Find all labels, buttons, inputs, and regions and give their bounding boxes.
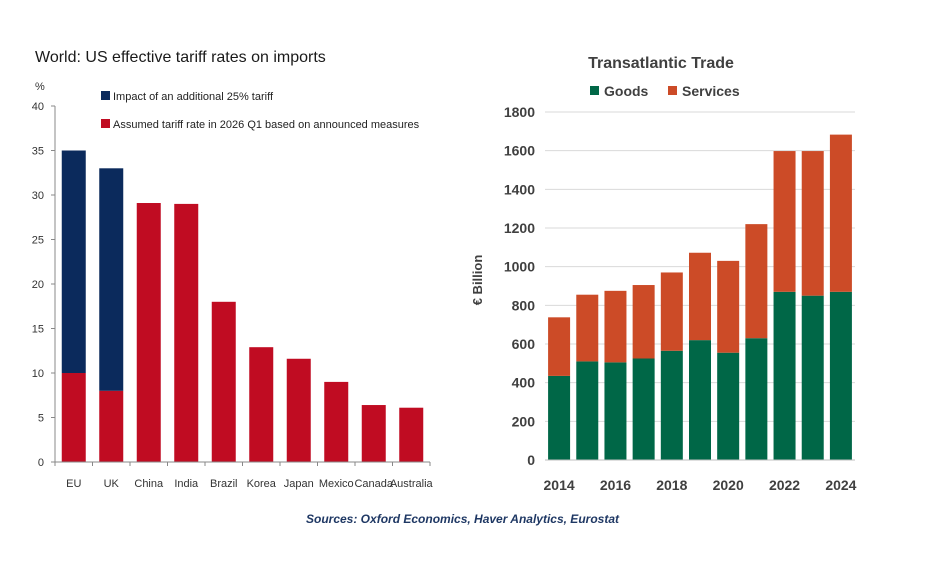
trade-bar-segment bbox=[829, 291, 852, 460]
tariff-x-tick-label: Mexico bbox=[319, 478, 354, 490]
tariff-y-tick-label: 30 bbox=[32, 190, 44, 202]
tariff-bar-segment bbox=[174, 203, 199, 462]
tariff-x-tick-label: Brazil bbox=[210, 478, 238, 490]
trade-y-tick-label: 1200 bbox=[504, 220, 535, 236]
tariff-bar-segment bbox=[249, 347, 274, 462]
tariff-x-tick-label: Canada bbox=[354, 478, 393, 490]
trade-bar-segment bbox=[660, 272, 683, 351]
tariff-x-tick-label: China bbox=[134, 478, 164, 490]
tariff-x-tick-label: EU bbox=[66, 478, 81, 490]
tariff-x-tick-label: Australia bbox=[390, 478, 434, 490]
tariff-bar-segment bbox=[99, 390, 124, 462]
tariff-y-tick-label: 0 bbox=[38, 457, 44, 469]
trade-bar-segment bbox=[717, 352, 740, 460]
trade-bar-segment bbox=[689, 340, 711, 460]
trade-legend-swatch bbox=[590, 86, 599, 95]
tariff-y-tick-label: 20 bbox=[32, 279, 44, 291]
transatlantic-chart: Transatlantic Trade € Billion 0 200 400 600… bbox=[470, 55, 857, 493]
sources-note: Sources: Oxford Economics, Haver Analyti… bbox=[306, 512, 619, 526]
trade-legend-swatch bbox=[668, 86, 677, 95]
tariff-bar-segment bbox=[61, 373, 86, 462]
tariff-bar-segment bbox=[61, 150, 86, 373]
trade-x-tick-label: 2014 bbox=[544, 477, 575, 493]
trade-bar-segment bbox=[745, 224, 768, 339]
trade-bar-segment bbox=[801, 295, 824, 460]
trade-y-tick-label: 0 bbox=[527, 452, 535, 468]
trade-bar-segment bbox=[717, 260, 740, 353]
tariff-x-tick-label: India bbox=[174, 478, 199, 490]
trade-bar-segment bbox=[660, 350, 683, 460]
trade-legend-label: Services bbox=[682, 83, 740, 99]
tariff-chart-title: World: US effective tariff rates on impo… bbox=[35, 49, 326, 66]
trade-bar-segment bbox=[632, 285, 655, 359]
tariff-y-tick-label: 25 bbox=[32, 235, 44, 247]
tariff-y-tick-label: 40 bbox=[32, 101, 44, 113]
tariff-y-tick-label: 35 bbox=[32, 146, 44, 158]
transatlantic-y-axis-label: € Billion bbox=[470, 255, 485, 306]
trade-y-tick-label: 1000 bbox=[504, 259, 535, 275]
trade-bar-segment bbox=[604, 290, 627, 363]
tariff-legend-label: Impact of an additional 25% tariff bbox=[113, 91, 274, 103]
trade-bar-segment bbox=[801, 151, 824, 296]
trade-bar-segment bbox=[745, 338, 768, 460]
tariff-bar-segment bbox=[136, 203, 161, 462]
tariff-bar-segment bbox=[211, 301, 236, 462]
tariff-legend-swatch bbox=[101, 119, 110, 128]
tariff-y-axis-label: % bbox=[35, 81, 45, 93]
trade-x-tick-label: 2020 bbox=[713, 477, 744, 493]
tariff-legend-swatch bbox=[101, 91, 110, 100]
tariff-chart: World: US effective tariff rates on impo… bbox=[32, 49, 434, 490]
trade-x-tick-label: 2016 bbox=[600, 477, 631, 493]
tariff-bar-segment bbox=[361, 405, 386, 462]
trade-y-tick-label: 200 bbox=[512, 413, 536, 429]
tariff-bar-segment bbox=[99, 168, 124, 391]
tariff-y-tick-label: 15 bbox=[32, 324, 44, 336]
trade-x-tick-label: 2018 bbox=[656, 477, 687, 493]
tariff-bar-segment bbox=[399, 407, 424, 462]
trade-bar-segment bbox=[689, 252, 711, 341]
trade-bar-segment bbox=[829, 134, 852, 292]
trade-y-tick-label: 1400 bbox=[504, 181, 535, 197]
tariff-x-tick-label: UK bbox=[104, 478, 120, 490]
trade-legend-label: Goods bbox=[604, 83, 649, 99]
tariff-bar-segment bbox=[286, 358, 311, 462]
trade-bar-segment bbox=[576, 361, 599, 460]
trade-bar-segment bbox=[548, 317, 571, 376]
trade-bar-segment bbox=[632, 358, 655, 460]
transatlantic-chart-title: Transatlantic Trade bbox=[588, 55, 734, 72]
trade-y-tick-label: 1800 bbox=[504, 104, 535, 120]
tariff-y-tick-label: 10 bbox=[32, 368, 44, 380]
trade-y-tick-label: 400 bbox=[512, 375, 536, 391]
trade-y-tick-label: 1600 bbox=[504, 143, 535, 159]
tariff-bar-segment bbox=[324, 381, 349, 462]
tariff-legend-label: Assumed tariff rate in 2026 Q1 based on … bbox=[113, 119, 420, 131]
trade-bar-segment bbox=[604, 362, 627, 460]
trade-x-tick-label: 2024 bbox=[825, 477, 856, 493]
trade-bar-segment bbox=[773, 151, 796, 292]
tariff-x-tick-label: Korea bbox=[247, 478, 277, 490]
trade-x-tick-label: 2022 bbox=[769, 477, 800, 493]
trade-y-tick-label: 800 bbox=[512, 297, 536, 313]
trade-y-tick-label: 600 bbox=[512, 336, 536, 352]
trade-bar-segment bbox=[576, 294, 599, 362]
tariff-y-tick-label: 5 bbox=[38, 413, 44, 425]
trade-bar-segment bbox=[773, 291, 796, 460]
trade-bar-segment bbox=[548, 375, 571, 460]
tariff-x-tick-label: Japan bbox=[284, 478, 314, 490]
